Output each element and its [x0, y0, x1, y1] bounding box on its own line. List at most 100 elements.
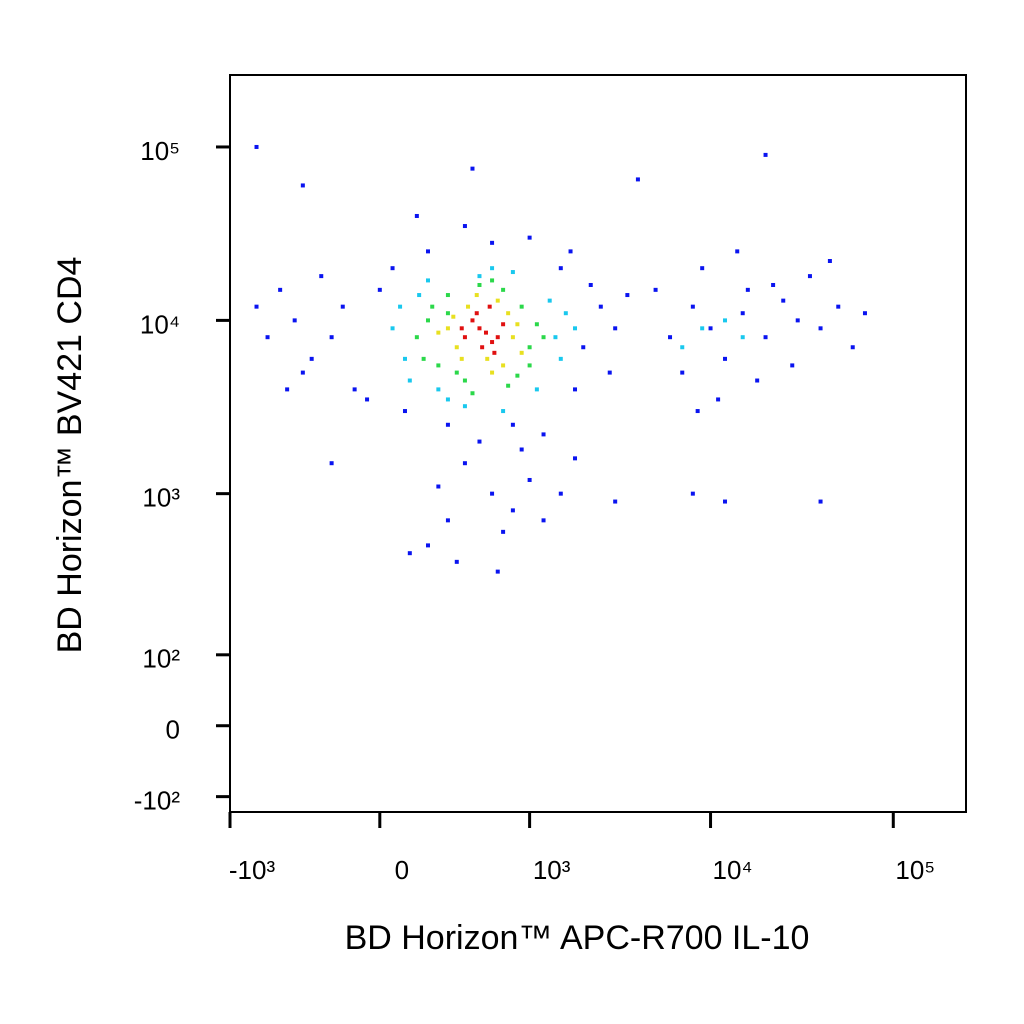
point — [490, 266, 495, 271]
point — [541, 335, 546, 340]
point — [329, 461, 334, 466]
point — [818, 499, 823, 504]
point — [519, 304, 524, 309]
point — [795, 318, 800, 323]
x-tick-label: 0 — [395, 855, 409, 885]
point — [436, 484, 441, 489]
y-tick-label: 10⁵ — [140, 136, 180, 166]
point — [519, 447, 524, 452]
point — [265, 335, 270, 340]
point — [755, 378, 760, 383]
point — [690, 304, 695, 309]
point — [541, 518, 546, 523]
point — [807, 274, 812, 279]
y-tick-label: 10³ — [142, 483, 180, 513]
point — [421, 356, 426, 361]
point — [483, 330, 488, 335]
point — [480, 345, 485, 350]
point — [527, 235, 532, 240]
point — [501, 287, 506, 292]
point — [402, 409, 407, 414]
point — [414, 335, 419, 340]
point — [407, 378, 412, 383]
point — [745, 287, 750, 292]
point — [309, 356, 314, 361]
point — [474, 293, 479, 298]
point — [436, 330, 441, 335]
point — [573, 387, 578, 392]
point — [534, 322, 539, 327]
point — [445, 422, 450, 427]
x-axis-title: BD Horizon™ APC-R700 IL-10 — [345, 919, 810, 957]
point — [398, 304, 403, 309]
y-tick-label: 10⁴ — [140, 309, 180, 339]
point — [436, 363, 441, 368]
point — [470, 318, 475, 323]
point — [723, 318, 728, 323]
point — [462, 224, 467, 229]
point — [340, 304, 345, 309]
point — [558, 266, 563, 271]
x-tick-label: 10⁵ — [895, 855, 935, 885]
point — [613, 326, 618, 331]
point — [735, 249, 740, 254]
point — [862, 311, 867, 316]
point — [781, 298, 786, 303]
y-axis-title: BD Horizon™ BV421 CD4 — [51, 257, 89, 654]
point — [490, 278, 495, 283]
point — [402, 356, 407, 361]
point — [613, 499, 618, 504]
x-tick-label: -10³ — [229, 855, 276, 885]
point — [417, 293, 422, 298]
point — [477, 326, 482, 331]
point — [425, 249, 430, 254]
point — [625, 293, 630, 298]
point — [407, 551, 412, 556]
point — [700, 326, 705, 331]
point — [680, 370, 685, 375]
point — [573, 456, 578, 461]
point — [558, 491, 563, 496]
point — [653, 287, 658, 292]
point — [501, 363, 506, 368]
point — [510, 508, 515, 513]
point — [510, 270, 515, 275]
point — [510, 422, 515, 427]
point — [474, 311, 479, 316]
point — [329, 335, 334, 340]
point — [425, 543, 430, 548]
point — [695, 409, 700, 414]
point — [490, 340, 495, 345]
point — [790, 363, 795, 368]
point — [445, 293, 450, 298]
point — [495, 569, 500, 574]
point — [462, 404, 467, 409]
point — [459, 326, 464, 331]
point — [763, 335, 768, 340]
point — [607, 370, 612, 375]
point — [534, 387, 539, 392]
point — [501, 409, 506, 414]
point — [390, 326, 395, 331]
point — [425, 278, 430, 283]
point — [635, 177, 640, 182]
point — [430, 304, 435, 309]
point — [501, 529, 506, 534]
y-tick-label: 0 — [166, 715, 180, 745]
point — [708, 326, 713, 331]
point — [377, 287, 382, 292]
point — [836, 304, 841, 309]
point — [292, 318, 297, 323]
point — [501, 322, 506, 327]
point — [563, 311, 568, 316]
point — [588, 282, 593, 287]
point — [700, 266, 705, 271]
point — [510, 335, 515, 340]
point — [470, 166, 475, 171]
point — [425, 318, 430, 323]
point — [506, 311, 511, 316]
point — [319, 274, 324, 279]
point — [573, 326, 578, 331]
x-tick-label: 10³ — [533, 855, 571, 885]
